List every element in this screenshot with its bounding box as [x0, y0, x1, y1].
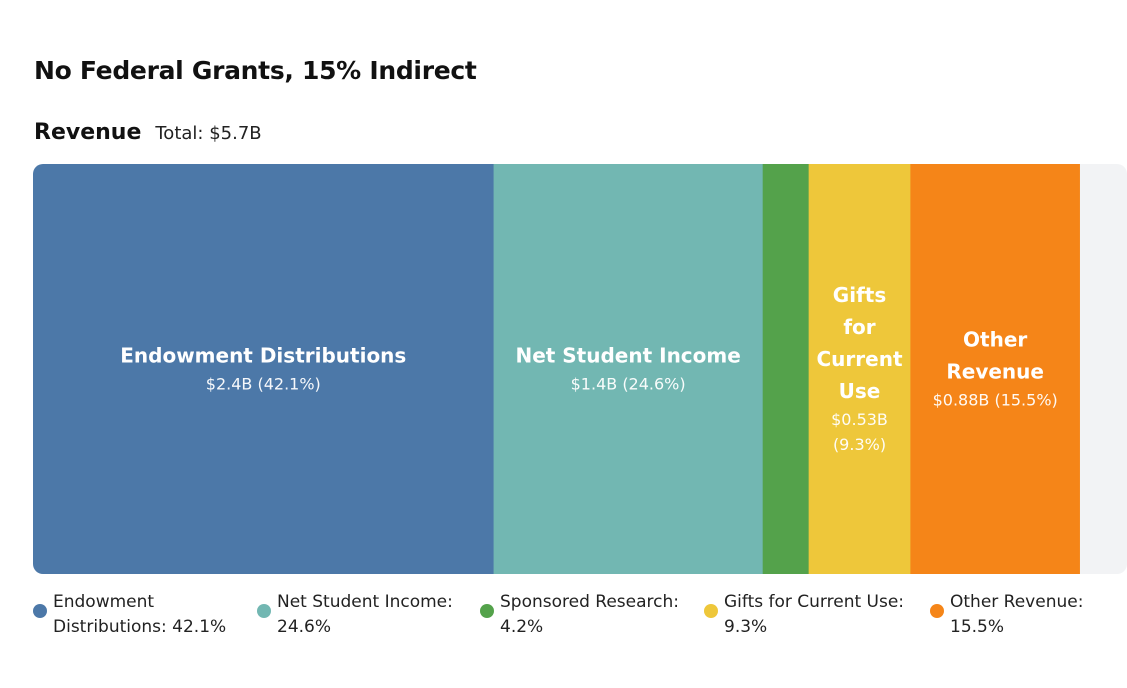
total-text: Total: $5.7B [155, 123, 262, 144]
segment-label-other-revenue-1: Revenue [946, 360, 1044, 384]
legend-item: Endowment Distributions: 42.1% [33, 590, 248, 640]
bar-segment-net-student-income [493, 164, 764, 574]
legend-line: Endowment [53, 592, 155, 612]
legend-item: Sponsored Research: 4.2% [480, 590, 695, 640]
bar-segment-gifts-for-current-use [808, 164, 911, 574]
legend-swatch [257, 604, 271, 618]
segment-label-endowment-distributions-0: Endowment Distributions [120, 344, 406, 368]
chart-legend: Endowment Distributions: 42.1% Net Student… [33, 590, 1127, 650]
legend-line: 15.5% [950, 617, 1005, 637]
segment-label-gifts-for-current-use-0: Gifts [833, 283, 886, 307]
segment-value-net-student-income-0: $1.4B (24.6%) [571, 375, 686, 394]
bar-segment-other-revenue [910, 164, 1081, 574]
legend-line: 9.3% [724, 617, 768, 637]
legend-swatch [480, 604, 494, 618]
segment-label-net-student-income-0: Net Student Income [515, 344, 740, 368]
page-title: No Federal Grants, 15% Indirect [34, 56, 477, 85]
segment-value-gifts-for-current-use-1: (9.3%) [833, 435, 886, 454]
legend-line: Gifts for Current Use: [724, 592, 905, 612]
legend-line: 24.6% [277, 617, 332, 637]
segment-label-gifts-for-current-use-3: Use [839, 379, 881, 403]
segment-label-gifts-for-current-use-2: Current [817, 347, 903, 371]
legend-item: Net Student Income: 24.6% [257, 590, 472, 640]
bar-segment-sponsored-research [762, 164, 810, 574]
segment-label-other-revenue-0: Other [963, 328, 1027, 352]
legend-swatch [704, 604, 718, 618]
legend-swatch [930, 604, 944, 618]
bar-remainder [1079, 164, 1127, 574]
segment-label-gifts-for-current-use-1: for [843, 315, 875, 339]
legend-text: Gifts for Current Use: 9.3% [724, 590, 904, 640]
legend-line: 4.2% [500, 617, 544, 637]
legend-item: Other Revenue: 15.5% [930, 590, 1127, 640]
legend-line: Sponsored Research: [500, 592, 679, 612]
legend-swatch [33, 604, 47, 618]
revenue-stacked-bar-chart: Endowment Distributions $2.4B (42.1%) Net … [33, 164, 1127, 574]
legend-line: Distributions: 42.1% [53, 617, 227, 637]
segment-value-gifts-for-current-use-0: $0.53B [831, 410, 888, 429]
legend-text: Endowment Distributions: 42.1% [53, 590, 226, 640]
segment-value-other-revenue-0: $0.88B (15.5%) [933, 391, 1058, 410]
legend-text: Other Revenue: 15.5% [950, 590, 1083, 640]
legend-item: Gifts for Current Use: 9.3% [704, 590, 919, 640]
legend-line: Other Revenue: [950, 592, 1084, 612]
legend-text: Net Student Income: 24.6% [277, 590, 453, 640]
section-header: Revenue Total: $5.7B [34, 120, 262, 145]
legend-text: Sponsored Research: 4.2% [500, 590, 679, 640]
legend-line: Net Student Income: [277, 592, 453, 612]
bar-segment-endowment-distributions [33, 164, 495, 574]
section-label: Revenue [34, 120, 142, 145]
segment-value-endowment-distributions-0: $2.4B (42.1%) [206, 375, 321, 394]
